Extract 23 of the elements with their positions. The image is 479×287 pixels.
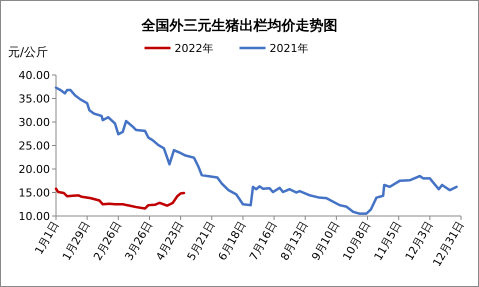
y-tick-label: 35.00: [18, 92, 50, 106]
x-tick-label: 9月10日: [309, 219, 342, 263]
x-tick-label: 7月16日: [246, 219, 280, 263]
x-tick-label: 1月29日: [60, 219, 93, 263]
y-tick-label: 25.00: [18, 140, 50, 152]
x-tick-label: 8月13日: [278, 219, 311, 263]
y-tick-label: 40.00: [18, 69, 50, 82]
y-tick-label: 20.00: [18, 163, 50, 176]
legend-label: 2022年: [174, 42, 214, 55]
x-tick-label: 6月18日: [216, 219, 249, 263]
x-tick-label: 5月21日: [184, 219, 218, 263]
y-tick-label: 30.00: [18, 116, 50, 129]
line-series: [54, 187, 186, 210]
y-axis-title: 元/公斤: [8, 45, 48, 59]
x-tick-label: 2月26日: [91, 219, 124, 263]
x-tick-label: 11月5日: [372, 219, 404, 263]
line-series: [54, 86, 458, 215]
legend-label: 2021年: [270, 42, 308, 55]
y-tick-label: 15.00: [18, 186, 50, 200]
chart-title: 全国外三元生猪出栏均价走势图: [140, 18, 338, 34]
x-tick-label: 10月8日: [340, 219, 374, 263]
x-tick-label: 4月23日: [153, 219, 186, 263]
x-tick-label: 3月26日: [122, 219, 156, 263]
